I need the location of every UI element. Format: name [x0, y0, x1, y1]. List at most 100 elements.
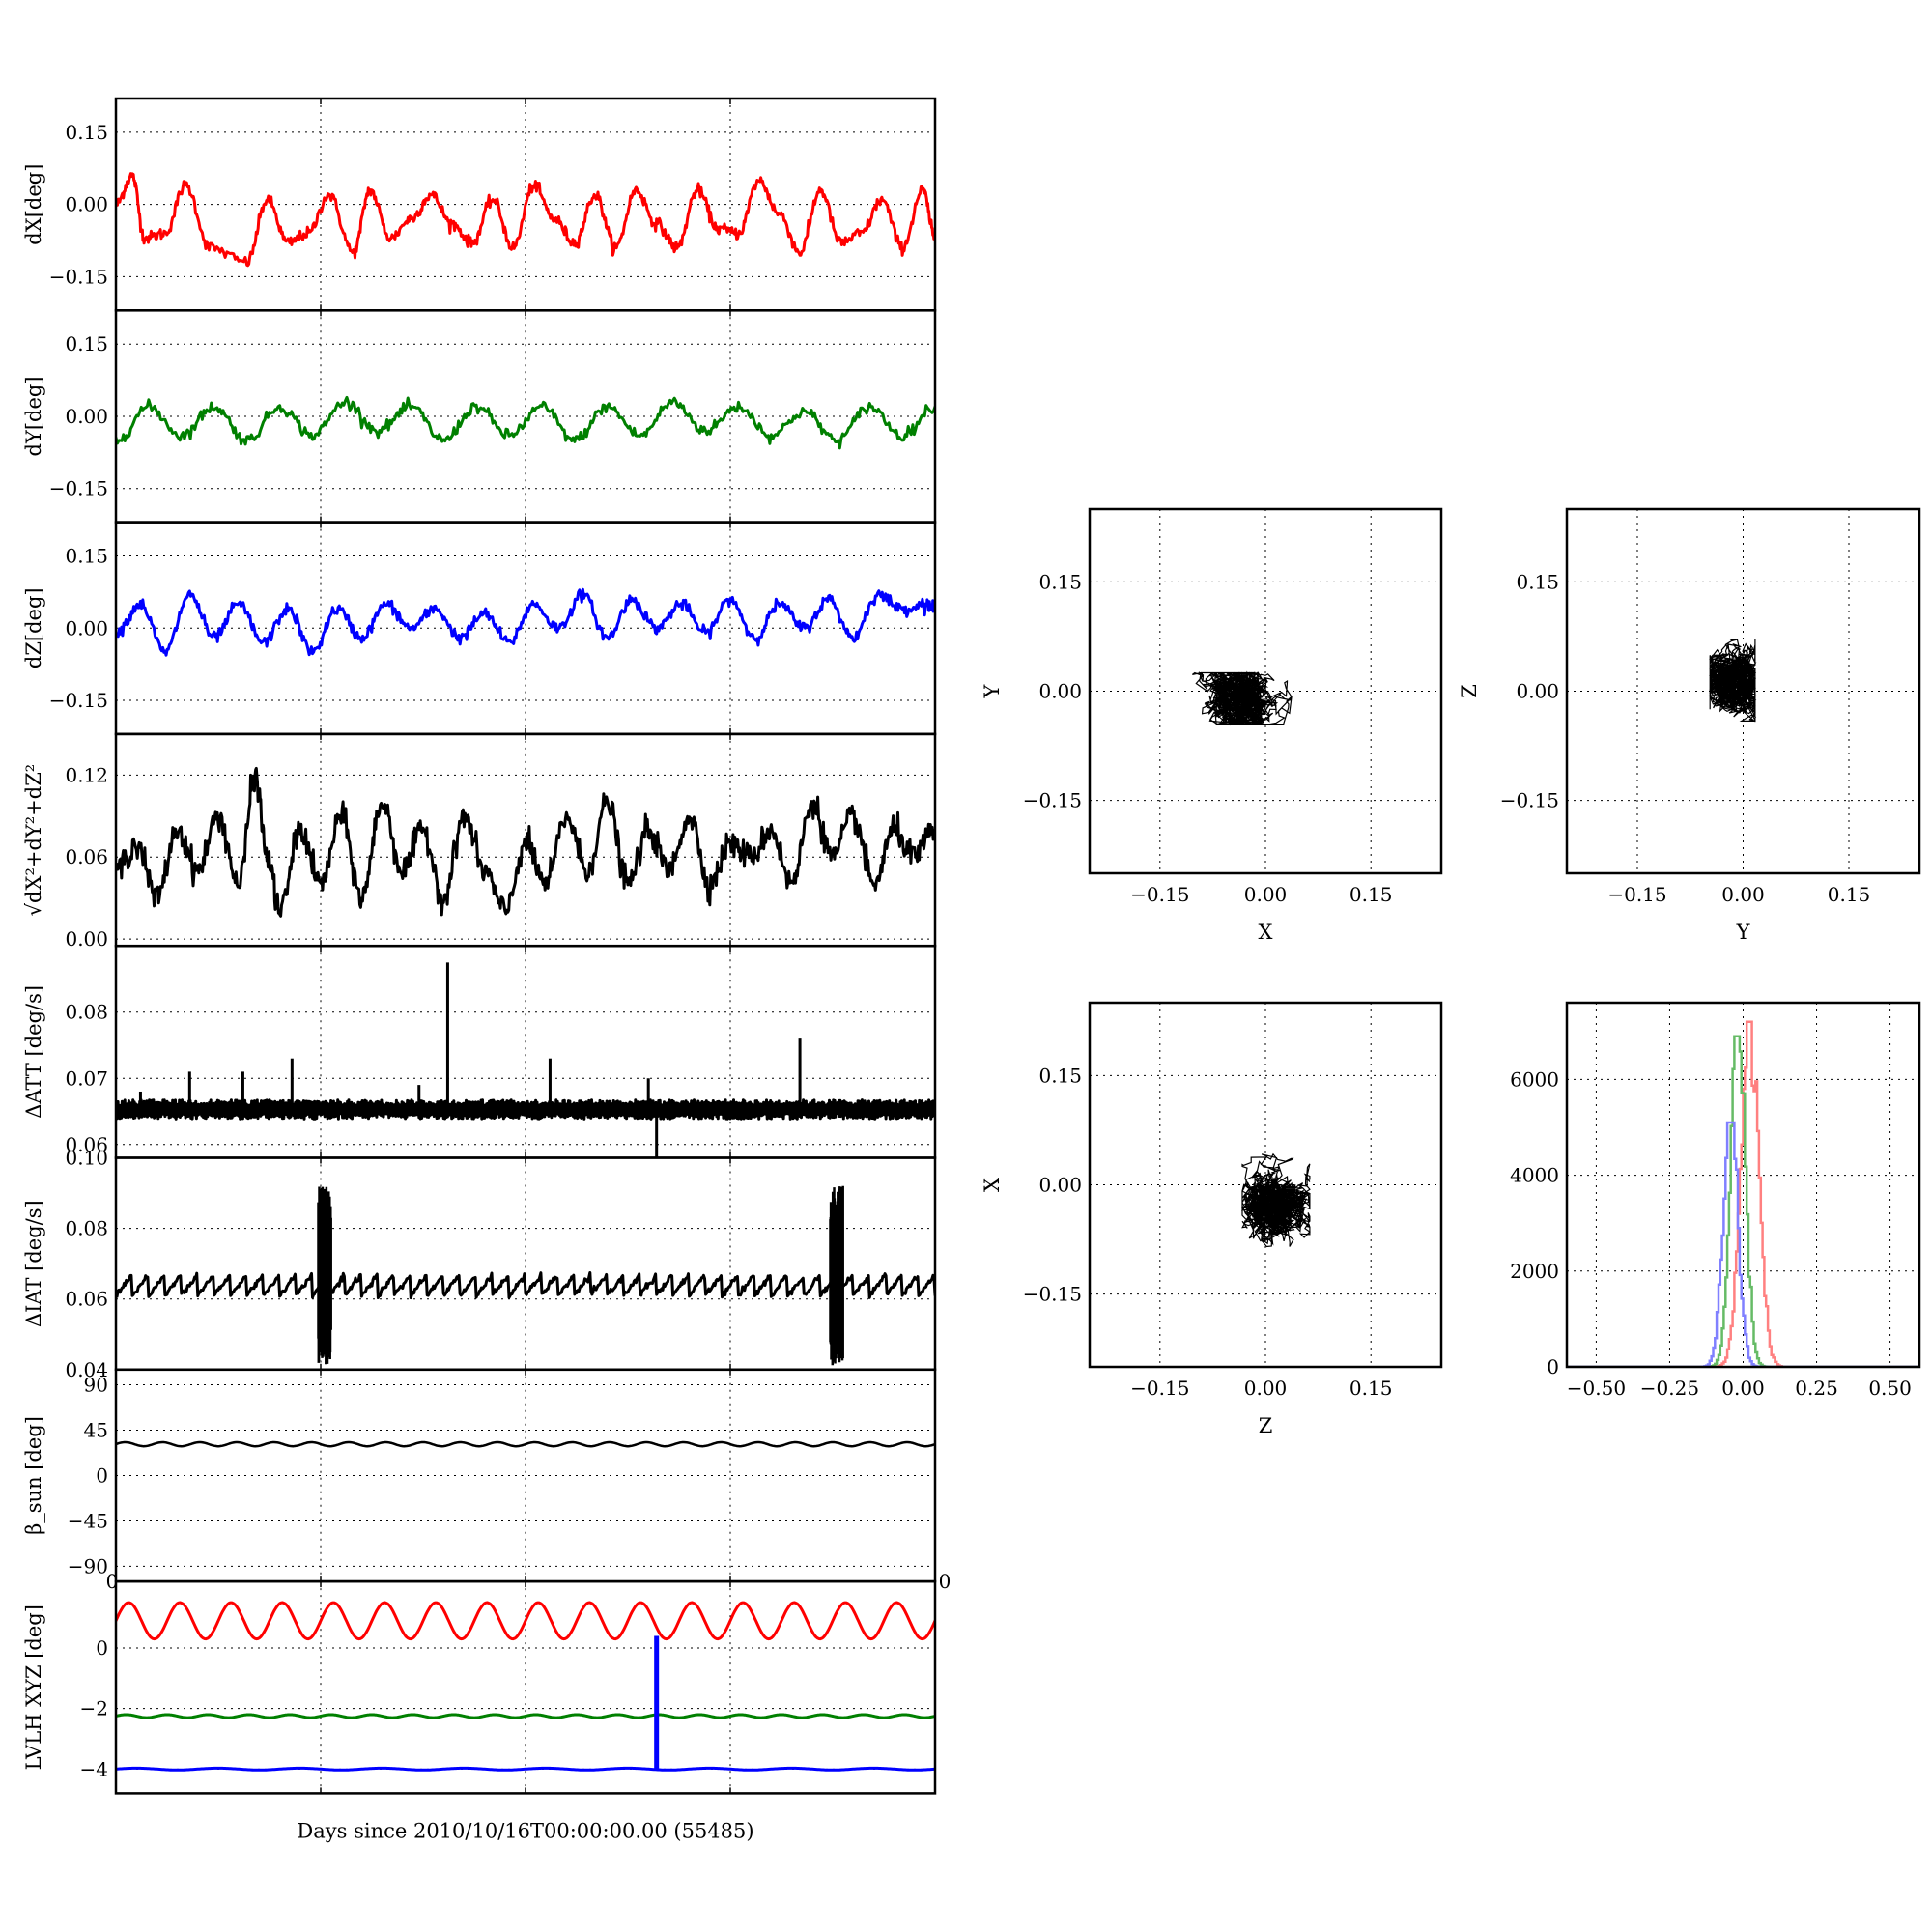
y-tick-label: −0.15: [1023, 789, 1082, 812]
y-tick-label: −0.15: [49, 477, 108, 500]
y-tick-label: −0.15: [1023, 1283, 1082, 1306]
axes-frame: [1088, 507, 1443, 875]
x-tick-label: 0.00: [1244, 1377, 1288, 1400]
corner-tick-label: 0: [939, 1570, 952, 1593]
series-line: [116, 766, 935, 918]
y-tick-label: −0.15: [1500, 789, 1559, 812]
y-axis-label: dZ[deg]: [22, 587, 45, 668]
y-axis-label: ΔIAT [deg/s]: [22, 1200, 45, 1327]
series-line: [116, 587, 935, 657]
y-tick-label: 0.15: [65, 332, 108, 355]
y-tick-label: 0.15: [65, 121, 108, 144]
y-tick-label: 0.00: [65, 193, 108, 216]
panel-ts_datt: 0.08 0.07 0.06 ΔATT [deg/s]: [22, 944, 937, 1159]
series-line: [116, 1601, 935, 1641]
panel-sc_yz: −0.15 −0.15 0.00 0.00 0.15 0.15 Y Z: [1458, 507, 1921, 944]
y-tick-label: 0.06: [65, 845, 108, 868]
y-tick-label: 0: [1547, 1355, 1559, 1378]
x-axis-label: Days since 2010/10/16T00:00:00.00 (55485…: [297, 1819, 753, 1842]
histogram-series: [1567, 1020, 1919, 1367]
histogram-series: [1567, 1121, 1919, 1367]
y-tick-label: 0.04: [65, 1358, 108, 1381]
x-tick-label: −0.15: [1130, 883, 1189, 906]
y-tick-label: −2: [80, 1697, 108, 1720]
y-axis-label: √dX²+dY²+dZ²: [22, 764, 45, 917]
trajectory-points: [1708, 639, 1757, 723]
series-line: [116, 1713, 935, 1719]
x-axis-label: Z: [1259, 1414, 1273, 1437]
x-tick-label: −0.25: [1640, 1377, 1699, 1400]
panel-sc_zx: −0.15 −0.15 0.00 0.00 0.15 0.15 Z X: [980, 1001, 1443, 1437]
axes-frame: [1088, 1001, 1443, 1369]
x-tick-label: 0.00: [1721, 1377, 1765, 1400]
y-tick-label: 0.06: [65, 1288, 108, 1311]
histogram-series: [1567, 1035, 1919, 1367]
series-line: [116, 1766, 935, 1772]
y-tick-label: 45: [84, 1418, 108, 1441]
y-axis-label: X: [980, 1178, 1004, 1192]
trajectory-points: [1192, 670, 1293, 726]
y-axis-label: β_sun [deg]: [22, 1416, 45, 1535]
x-tick-label: 0.15: [1350, 1377, 1393, 1400]
axes-frame: [1565, 507, 1921, 875]
y-axis-label: Z: [1458, 684, 1481, 698]
y-tick-label: 2000: [1510, 1260, 1559, 1283]
y-axis-label: Y: [980, 683, 1004, 698]
y-tick-label: 0.15: [65, 544, 108, 567]
y-tick-label: 0.07: [65, 1066, 108, 1090]
y-tick-label: 0.08: [65, 1217, 108, 1240]
y-tick-label: −0.15: [49, 689, 108, 712]
y-tick-label: 0.15: [1038, 570, 1082, 593]
axes-frame: [114, 1156, 937, 1372]
y-tick-label: 0.15: [1516, 570, 1559, 593]
y-tick-label: 0.06: [65, 1133, 108, 1156]
y-tick-label: 0.12: [65, 763, 108, 786]
axes-frame: [114, 944, 937, 1159]
burst-mark: [317, 1186, 332, 1365]
y-tick-label: 0.00: [1038, 1174, 1082, 1197]
burst-mark: [829, 1185, 844, 1366]
x-tick-label: −0.15: [1130, 1377, 1189, 1400]
x-tick-label: 0.50: [1868, 1377, 1912, 1400]
y-tick-label: 0.00: [1038, 680, 1082, 703]
y-tick-label: 90: [84, 1373, 108, 1396]
x-tick-label: 0.00: [1244, 883, 1288, 906]
axes-frame: [1565, 1001, 1921, 1369]
y-tick-label: 0: [96, 1463, 108, 1487]
x-tick-label: −0.15: [1607, 883, 1666, 906]
y-axis-label: LVLH XYZ [deg]: [22, 1605, 45, 1770]
y-tick-label: 0.00: [65, 927, 108, 951]
y-tick-label: 0.10: [65, 1147, 108, 1170]
y-tick-label: −4: [80, 1757, 108, 1780]
series-line: [116, 395, 935, 450]
panel-hist: −0.50 −0.25 0.00 0.25 0.50 0 2000 4000 6000: [1510, 1001, 1921, 1400]
x-tick-label: 0.15: [1828, 883, 1871, 906]
y-tick-label: −90: [68, 1554, 108, 1577]
panel-ts_diat: 0.10 0.08 0.06 0.04 ΔIAT [deg/s]: [22, 1147, 937, 1381]
y-tick-label: 0: [96, 1636, 108, 1660]
x-axis-label: Y: [1736, 921, 1751, 944]
y-axis-label: ΔATT [deg/s]: [22, 985, 45, 1119]
y-tick-label: 0.00: [65, 616, 108, 639]
y-tick-label: 0.08: [65, 1001, 108, 1024]
y-tick-label: −0.15: [49, 265, 108, 288]
y-tick-label: 0.00: [65, 405, 108, 428]
panel-ts_r: 0.12 0.06 0.00 √dX²+dY²+dZ²: [22, 732, 937, 951]
y-tick-label: 0.00: [1516, 680, 1559, 703]
x-tick-label: 0.15: [1350, 883, 1393, 906]
y-tick-label: 0.15: [1038, 1064, 1082, 1087]
x-tick-label: −0.50: [1567, 1377, 1626, 1400]
y-tick-label: −45: [68, 1509, 108, 1532]
y-tick-label: 6000: [1510, 1067, 1559, 1091]
x-axis-label: X: [1259, 921, 1273, 944]
x-tick-label: 0.00: [1721, 883, 1765, 906]
y-axis-label: dX[deg]: [22, 164, 45, 245]
series-line: [116, 1098, 935, 1121]
panel-ts_lvlh: 0 −2 −4 LVLH XYZ [deg] Days since 2010/10/16…: [22, 1579, 937, 1842]
series-line: [116, 1440, 935, 1448]
